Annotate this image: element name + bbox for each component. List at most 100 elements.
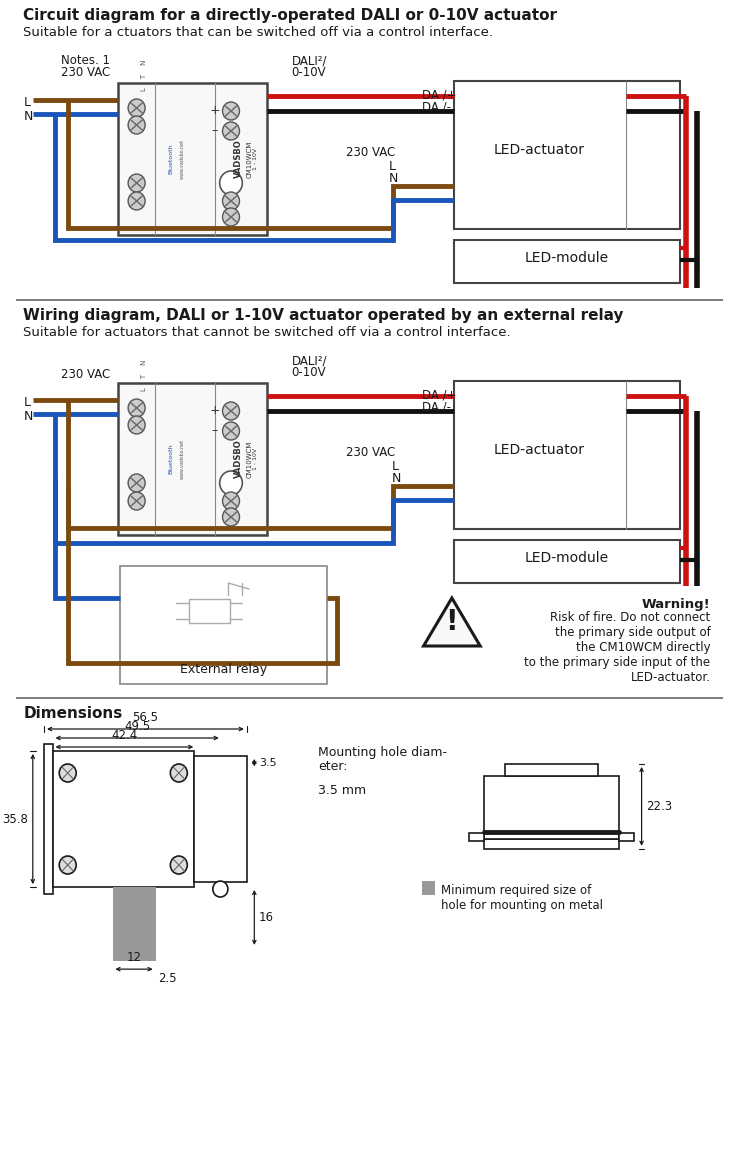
Circle shape bbox=[128, 475, 145, 492]
Text: Notes. 1: Notes. 1 bbox=[61, 54, 110, 67]
Text: –: – bbox=[212, 124, 218, 138]
Text: LED-actuator: LED-actuator bbox=[493, 142, 584, 157]
Circle shape bbox=[213, 881, 228, 897]
Circle shape bbox=[59, 764, 76, 782]
Circle shape bbox=[222, 208, 240, 226]
Text: 2.5: 2.5 bbox=[158, 972, 177, 985]
Text: External relay: External relay bbox=[180, 663, 267, 676]
Text: –: – bbox=[212, 424, 218, 438]
Text: CM10WCM: CM10WCM bbox=[247, 440, 253, 478]
Text: eter:: eter: bbox=[318, 759, 348, 773]
Text: N: N bbox=[23, 110, 33, 123]
Circle shape bbox=[219, 471, 243, 495]
Text: VADSBO: VADSBO bbox=[234, 140, 243, 178]
Text: DALI²/: DALI²/ bbox=[291, 354, 327, 367]
Bar bbox=[422, 881, 435, 895]
Text: 1 - 10V: 1 - 10V bbox=[253, 148, 258, 170]
Circle shape bbox=[128, 416, 145, 434]
Circle shape bbox=[219, 171, 243, 195]
Circle shape bbox=[170, 764, 187, 782]
Circle shape bbox=[222, 122, 240, 140]
Text: 12: 12 bbox=[127, 951, 142, 964]
Text: 22.3: 22.3 bbox=[646, 800, 673, 812]
Text: Dimensions: Dimensions bbox=[23, 705, 123, 722]
Bar bbox=[619, 833, 634, 841]
Text: Risk of fire. Do not connect
the primary side output of
the CM10WCM directly
to : Risk of fire. Do not connect the primary… bbox=[524, 611, 711, 684]
Text: L    T    N: L T N bbox=[141, 360, 147, 391]
Text: LED-module: LED-module bbox=[525, 552, 609, 565]
Circle shape bbox=[222, 102, 240, 119]
Circle shape bbox=[222, 422, 240, 440]
Text: Wiring diagram, DALI or 1-10V actuator operated by an external relay: Wiring diagram, DALI or 1-10V actuator o… bbox=[23, 308, 624, 323]
Polygon shape bbox=[424, 597, 480, 646]
Text: DA /-: DA /- bbox=[422, 401, 451, 414]
Text: DA /+: DA /+ bbox=[422, 390, 456, 402]
Bar bbox=[120, 566, 327, 684]
Bar bbox=[189, 599, 230, 623]
Text: 16: 16 bbox=[259, 911, 274, 924]
Text: 3.5: 3.5 bbox=[259, 757, 276, 768]
Bar bbox=[194, 756, 246, 882]
Bar bbox=[505, 764, 598, 776]
Text: VADSBO: VADSBO bbox=[234, 440, 243, 478]
Bar bbox=[454, 240, 680, 283]
Circle shape bbox=[222, 192, 240, 210]
Text: N: N bbox=[23, 410, 33, 423]
Text: LED-actuator: LED-actuator bbox=[493, 444, 584, 457]
Circle shape bbox=[128, 192, 145, 210]
Bar bbox=[112, 887, 156, 962]
Text: Circuit diagram for a directly-operated DALI or 0-10V actuator: Circuit diagram for a directly-operated … bbox=[23, 8, 557, 23]
Circle shape bbox=[170, 856, 187, 874]
Text: +: + bbox=[210, 105, 220, 117]
Bar bbox=[484, 839, 619, 849]
Text: 1 - 10V: 1 - 10V bbox=[253, 448, 258, 470]
Text: 3.5 mm: 3.5 mm bbox=[318, 784, 366, 797]
Bar bbox=[469, 833, 484, 841]
Circle shape bbox=[128, 399, 145, 417]
Text: +: + bbox=[210, 404, 220, 417]
Text: Suitable for a ctuators that can be switched off via a control interface.: Suitable for a ctuators that can be swit… bbox=[23, 26, 494, 39]
Text: N: N bbox=[392, 472, 401, 485]
Circle shape bbox=[128, 492, 145, 510]
Circle shape bbox=[128, 116, 145, 134]
Circle shape bbox=[222, 492, 240, 510]
Text: Warning!: Warning! bbox=[642, 597, 711, 611]
Bar bbox=[44, 745, 52, 894]
Text: Minimum required size of
hole for mounting on metal: Minimum required size of hole for mounti… bbox=[440, 884, 602, 912]
Text: DALI²/: DALI²/ bbox=[291, 54, 327, 67]
Text: L: L bbox=[389, 160, 395, 173]
Text: 56.5: 56.5 bbox=[133, 711, 159, 724]
Text: 35.8: 35.8 bbox=[2, 812, 28, 825]
Text: 0-10V: 0-10V bbox=[291, 65, 326, 79]
Text: 230 VAC: 230 VAC bbox=[346, 146, 395, 159]
Circle shape bbox=[222, 402, 240, 421]
Text: 230 VAC: 230 VAC bbox=[346, 446, 395, 458]
Text: !: ! bbox=[446, 608, 458, 637]
Text: DA /+: DA /+ bbox=[422, 88, 456, 102]
Bar bbox=[52, 751, 194, 887]
Text: LED-module: LED-module bbox=[525, 250, 609, 265]
Text: N: N bbox=[389, 172, 398, 185]
Text: www.vadsbo.net: www.vadsbo.net bbox=[180, 439, 184, 479]
Text: 230 VAC: 230 VAC bbox=[61, 65, 110, 79]
Text: 0-10V: 0-10V bbox=[291, 367, 326, 379]
Bar bbox=[454, 540, 680, 583]
Bar bbox=[454, 381, 680, 529]
Text: Bluetooth: Bluetooth bbox=[168, 444, 173, 475]
Text: Mounting hole diam-: Mounting hole diam- bbox=[318, 746, 447, 759]
Text: 230 VAC: 230 VAC bbox=[61, 368, 110, 381]
Text: DA /-: DA /- bbox=[422, 101, 451, 114]
Bar bbox=[484, 776, 619, 839]
Text: www.vadsbo.net: www.vadsbo.net bbox=[180, 139, 184, 179]
Circle shape bbox=[59, 856, 76, 874]
Text: L: L bbox=[23, 97, 31, 109]
Circle shape bbox=[128, 99, 145, 117]
Bar bbox=[454, 80, 680, 229]
Text: L    T    N: L T N bbox=[141, 60, 147, 91]
Text: Suitable for actuators that cannot be switched off via a control interface.: Suitable for actuators that cannot be sw… bbox=[23, 326, 511, 339]
Text: L: L bbox=[23, 396, 31, 409]
Circle shape bbox=[128, 173, 145, 192]
Text: CM10WCM: CM10WCM bbox=[247, 140, 253, 178]
Text: 49.5: 49.5 bbox=[124, 720, 151, 733]
Bar bbox=[118, 383, 267, 535]
